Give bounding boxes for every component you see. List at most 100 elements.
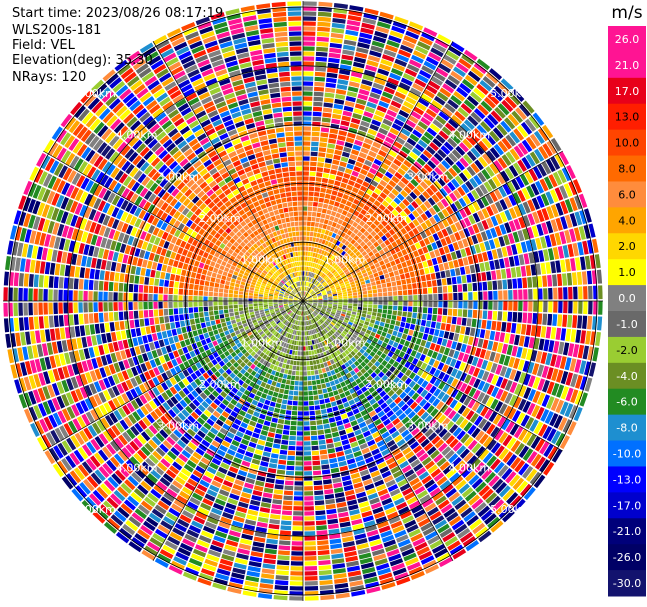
ray-gate bbox=[303, 116, 312, 121]
ray-gate bbox=[253, 395, 261, 402]
ray-gate bbox=[365, 382, 372, 390]
ray-gate bbox=[459, 382, 468, 393]
ray-gate bbox=[330, 311, 336, 315]
ray-gate bbox=[387, 305, 393, 310]
ray-gate bbox=[311, 284, 315, 289]
ray-gate bbox=[491, 270, 497, 280]
ray-gate bbox=[347, 432, 355, 439]
ray-gate bbox=[61, 394, 70, 407]
ray-gate bbox=[500, 120, 512, 133]
ray-gate bbox=[535, 180, 545, 194]
ray-gate bbox=[367, 361, 374, 368]
ray-gate bbox=[372, 337, 379, 343]
ray-gate bbox=[507, 311, 513, 322]
ray-gate bbox=[332, 279, 338, 284]
ray-gate bbox=[344, 355, 350, 362]
ray-gate bbox=[347, 347, 353, 353]
ray-gate bbox=[356, 244, 362, 251]
ray-gate bbox=[494, 401, 504, 413]
ray-gate bbox=[299, 316, 301, 321]
ray-gate bbox=[428, 266, 435, 274]
ray-gate bbox=[385, 154, 395, 162]
ray-gate bbox=[404, 407, 413, 416]
ray-gate bbox=[393, 197, 402, 205]
ray-gate bbox=[385, 479, 396, 488]
ray-gate bbox=[420, 167, 430, 177]
ray-gate bbox=[381, 54, 395, 62]
ray-gate bbox=[564, 403, 574, 418]
ray-gate bbox=[400, 105, 412, 114]
ray-gate bbox=[113, 489, 126, 502]
ray-gate bbox=[291, 556, 303, 561]
ray-gate bbox=[327, 518, 339, 525]
ray-gate bbox=[412, 250, 420, 258]
ray-gate bbox=[420, 389, 429, 398]
ray-gate bbox=[505, 134, 517, 147]
ray-gate bbox=[384, 239, 391, 246]
ray-gate bbox=[424, 415, 433, 424]
ray-gate bbox=[169, 432, 179, 442]
ray-gate bbox=[445, 396, 454, 406]
ray-gate bbox=[311, 136, 320, 142]
ray-gate bbox=[250, 357, 256, 363]
ray-gate bbox=[594, 254, 601, 269]
ray-gate bbox=[472, 389, 481, 400]
ray-gate bbox=[462, 169, 472, 180]
ray-gate bbox=[437, 308, 443, 315]
ray-gate bbox=[251, 494, 262, 502]
ray-gate bbox=[308, 315, 311, 320]
ray-gate bbox=[314, 288, 319, 292]
ray-gate bbox=[319, 444, 327, 450]
ray-gate bbox=[346, 184, 353, 191]
ray-gate bbox=[564, 357, 572, 371]
ray-gate bbox=[245, 429, 253, 436]
ray-gate bbox=[314, 76, 326, 82]
ray-gate bbox=[469, 327, 476, 337]
ray-gate bbox=[385, 81, 398, 90]
ray-gate bbox=[183, 463, 194, 473]
ray-gate bbox=[376, 105, 388, 113]
ray-gate bbox=[481, 168, 491, 180]
ray-gate bbox=[349, 175, 357, 182]
ray-gate bbox=[279, 449, 288, 455]
ray-gate bbox=[239, 496, 250, 504]
ray-gate bbox=[363, 358, 370, 364]
ray-gate bbox=[316, 270, 321, 275]
ray-gate bbox=[326, 290, 332, 293]
ray-gate bbox=[350, 232, 356, 239]
ray-gate bbox=[207, 431, 216, 440]
ray-gate bbox=[555, 202, 564, 216]
ray-gate bbox=[222, 398, 230, 406]
ray-gate bbox=[423, 200, 432, 209]
ray-gate bbox=[314, 280, 318, 285]
ray-gate bbox=[357, 189, 365, 197]
ray-gate bbox=[384, 386, 392, 394]
ray-gate bbox=[435, 134, 446, 144]
ray-gate bbox=[349, 225, 356, 232]
ray-gate bbox=[410, 178, 419, 187]
ray-gate bbox=[304, 311, 307, 316]
ray-gate bbox=[305, 305, 309, 310]
ray-gate bbox=[308, 400, 314, 406]
ray-gate bbox=[168, 409, 177, 418]
ray-gate bbox=[111, 473, 123, 485]
ray-gate bbox=[523, 486, 536, 501]
ray-gate bbox=[486, 384, 495, 395]
ray-gate bbox=[340, 256, 345, 262]
ray-gate bbox=[334, 394, 341, 401]
ray-gate bbox=[303, 341, 306, 346]
ray-gate bbox=[372, 211, 380, 219]
ray-gate bbox=[328, 282, 333, 286]
ray-gate bbox=[406, 524, 419, 533]
ray-gate bbox=[101, 446, 113, 459]
ray-gate bbox=[307, 216, 312, 221]
ray-gate bbox=[399, 210, 408, 219]
ray-gate bbox=[289, 349, 293, 355]
ray-gate bbox=[381, 431, 390, 439]
ray-gate bbox=[532, 376, 541, 389]
ray-gate bbox=[322, 479, 332, 485]
ray-gate bbox=[401, 39, 416, 49]
ray-gate bbox=[322, 357, 327, 363]
ray-gate bbox=[314, 227, 319, 233]
ray-gate bbox=[490, 458, 501, 471]
